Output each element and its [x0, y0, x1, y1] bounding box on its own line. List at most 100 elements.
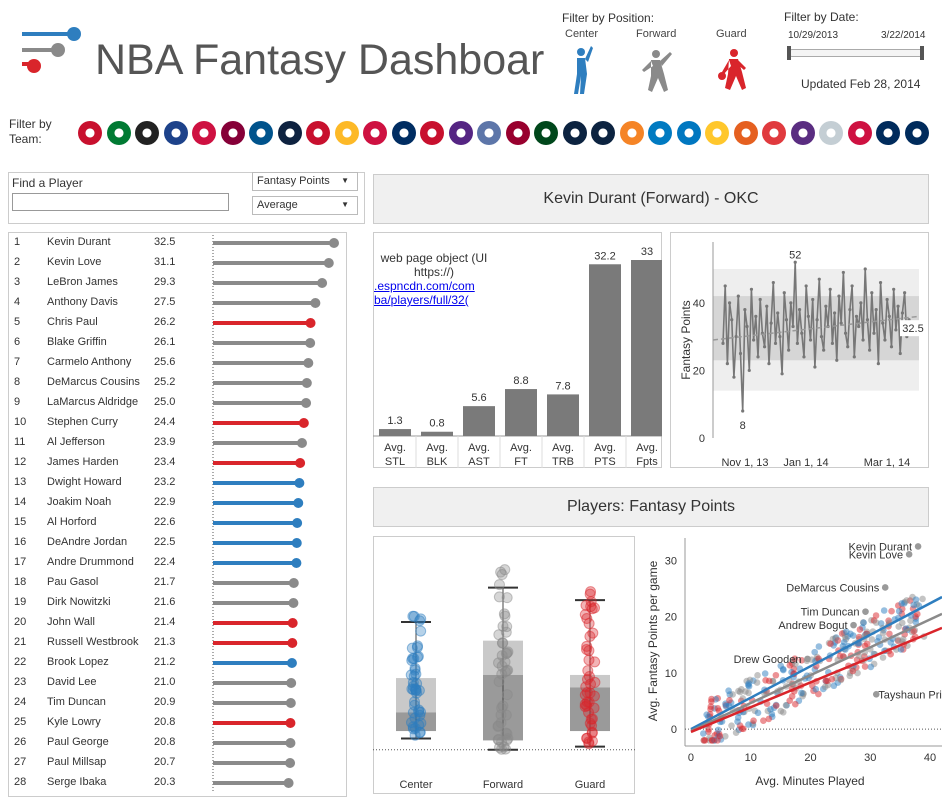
player-point[interactable] [497, 620, 509, 632]
player-name[interactable]: Dirk Nowitzki [47, 596, 111, 608]
team-logo-icon[interactable] [78, 121, 102, 145]
player-point[interactable] [750, 717, 757, 724]
player-point[interactable] [498, 741, 510, 753]
player-point[interactable] [581, 644, 593, 656]
player-point[interactable] [493, 734, 505, 746]
player-point[interactable] [502, 646, 514, 658]
game-log-point[interactable] [859, 301, 863, 305]
date-slider-start-handle[interactable] [787, 46, 791, 60]
game-log-point[interactable] [773, 341, 778, 345]
player-point[interactable] [409, 729, 421, 741]
team-logo-icon[interactable] [192, 121, 216, 145]
date-slider-track[interactable] [788, 49, 924, 57]
player-point[interactable] [496, 650, 508, 662]
team-logo-icon[interactable] [676, 121, 701, 145]
player-point[interactable] [579, 609, 591, 621]
player-name[interactable]: Kevin Durant [47, 236, 111, 248]
game-log-point[interactable] [797, 307, 802, 312]
player-point[interactable] [798, 657, 806, 664]
game-log-point[interactable] [887, 314, 891, 318]
lollipop-point[interactable] [288, 598, 299, 608]
player-point[interactable] [786, 662, 794, 669]
game-log-point[interactable] [833, 311, 837, 315]
player-point[interactable] [700, 730, 707, 737]
player-point[interactable] [767, 706, 774, 713]
team-logo-icon[interactable] [391, 121, 416, 145]
player-name[interactable]: Stephen Curry [47, 416, 118, 428]
player-point[interactable] [415, 706, 427, 718]
player-name[interactable]: Tim Duncan [47, 696, 106, 708]
game-log-point[interactable] [822, 348, 826, 352]
player-point[interactable] [821, 683, 829, 691]
game-log-point[interactable] [789, 301, 793, 305]
game-log-point[interactable] [894, 328, 898, 332]
player-point[interactable] [585, 596, 597, 608]
team-logo-icon[interactable] [790, 121, 815, 145]
player-point[interactable] [496, 668, 508, 680]
game-log-point[interactable] [878, 280, 883, 285]
game-log-point[interactable] [817, 277, 821, 281]
player-point[interactable] [754, 709, 762, 717]
player-point[interactable] [786, 697, 793, 705]
game-log-point[interactable] [828, 287, 832, 291]
lollipop-point[interactable] [301, 398, 312, 408]
player-point[interactable] [588, 690, 600, 702]
player-point[interactable] [798, 689, 805, 697]
player-point[interactable] [714, 737, 721, 744]
team-logo-icon[interactable] [591, 121, 615, 145]
game-log-point[interactable] [738, 351, 743, 356]
player-point[interactable] [589, 656, 601, 668]
player-point[interactable] [502, 664, 514, 676]
lollipop-point[interactable] [287, 638, 298, 648]
player-point[interactable] [827, 640, 834, 648]
team-logo-icon[interactable] [619, 121, 644, 145]
player-point[interactable] [879, 630, 887, 637]
game-log-point[interactable] [808, 338, 813, 342]
player-name[interactable]: Andre Drummond [47, 556, 134, 568]
player-point[interactable] [760, 717, 767, 724]
player-point[interactable] [701, 737, 709, 744]
game-log-point[interactable] [793, 260, 797, 264]
annotated-player-point[interactable] [914, 543, 922, 550]
game-log-point[interactable] [791, 324, 795, 329]
player-point[interactable] [501, 592, 513, 604]
lollipop-point[interactable] [287, 618, 298, 628]
player-name[interactable]: Paul Millsap [47, 756, 107, 768]
player-point[interactable] [812, 685, 820, 693]
game-log-point[interactable] [795, 341, 799, 345]
stat-bar[interactable] [589, 264, 621, 436]
team-logo-icon[interactable] [648, 121, 672, 145]
player-point[interactable] [585, 713, 597, 725]
player-point[interactable] [894, 636, 902, 644]
player-point[interactable] [849, 667, 857, 675]
stat-bar[interactable] [505, 389, 537, 436]
player-point[interactable] [745, 680, 752, 687]
game-log-point[interactable] [787, 348, 791, 352]
player-point[interactable] [745, 721, 752, 728]
game-log-point[interactable] [876, 362, 880, 366]
game-log-point[interactable] [837, 294, 841, 298]
player-point[interactable] [584, 630, 596, 642]
lollipop-point[interactable] [288, 578, 299, 588]
player-point[interactable] [736, 688, 744, 696]
player-point[interactable] [912, 596, 920, 603]
position-guard-icon[interactable] [714, 46, 750, 96]
player-point[interactable] [868, 636, 876, 643]
player-point[interactable] [791, 700, 799, 708]
lollipop-point[interactable] [310, 298, 321, 308]
player-point[interactable] [409, 683, 421, 695]
player-name[interactable]: Al Jefferson [47, 436, 105, 448]
player-point[interactable] [708, 737, 716, 744]
player-point[interactable] [919, 595, 926, 603]
game-log-point[interactable] [754, 314, 758, 318]
game-log-point[interactable] [765, 304, 769, 308]
player-point[interactable] [772, 702, 780, 709]
player-point[interactable] [728, 722, 735, 729]
player-name[interactable]: Brook Lopez [47, 656, 109, 668]
player-point[interactable] [414, 615, 426, 627]
date-slider-end-handle[interactable] [920, 46, 924, 60]
player-point[interactable] [583, 706, 595, 718]
team-logo-icon[interactable] [534, 121, 558, 145]
team-logo-icon[interactable] [904, 121, 929, 145]
player-point[interactable] [493, 579, 505, 591]
